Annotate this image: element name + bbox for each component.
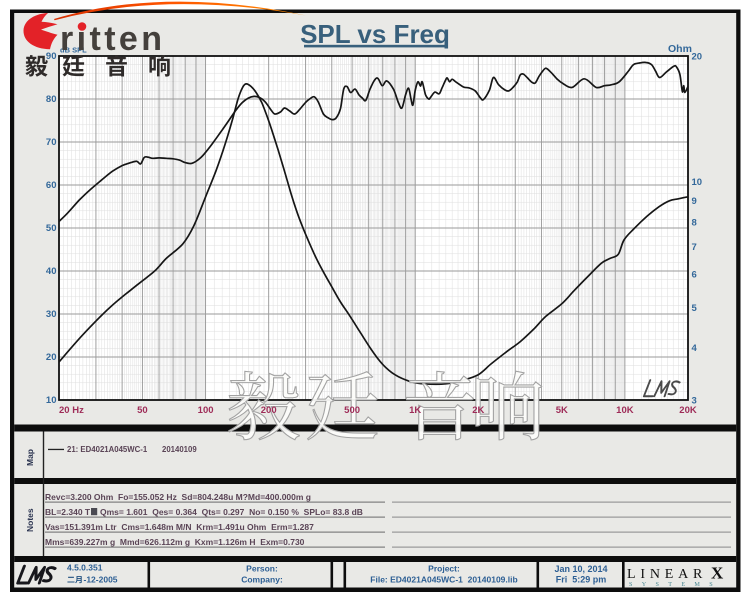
- svg-text:7: 7: [692, 242, 697, 253]
- svg-text:dB SPL: dB SPL: [60, 46, 87, 55]
- svg-text:20 Hz: 20 Hz: [59, 405, 84, 416]
- svg-text:Mms=639.227m g Mmd=626.112m g: Mms=639.227m g Mmd=626.112m g Kxm=1.126m…: [45, 537, 305, 547]
- svg-text:10: 10: [692, 177, 703, 188]
- svg-text:rıtten: rıtten: [60, 20, 165, 58]
- svg-text:1K: 1K: [409, 405, 421, 416]
- svg-text:30: 30: [46, 309, 57, 320]
- svg-text:5: 5: [692, 303, 698, 314]
- svg-text:6: 6: [692, 270, 697, 281]
- svg-text:Qms= 1.601 Qes= 0.364 Qts= 0: Qms= 1.601 Qes= 0.364 Qts= 0.297 No= 0.1…: [100, 507, 363, 517]
- svg-text:21: ED4021A045WC-1: 21: ED4021A045WC-1: [67, 445, 148, 454]
- svg-text:60: 60: [46, 180, 57, 191]
- svg-text:Company:: Company:: [241, 575, 283, 585]
- svg-text:Person:: Person:: [246, 564, 278, 574]
- svg-text:3: 3: [692, 395, 697, 406]
- svg-text:10K: 10K: [616, 405, 634, 416]
- svg-text:SYSTEMS: SYSTEMS: [629, 581, 722, 588]
- svg-text:Project:: Project:: [428, 564, 460, 574]
- svg-text:40: 40: [46, 266, 57, 277]
- svg-text:10: 10: [46, 395, 57, 406]
- svg-text:LINEAR: LINEAR: [627, 567, 707, 582]
- svg-text:Jan 10, 2014: Jan 10, 2014: [554, 564, 607, 574]
- svg-text:4.5.0.351: 4.5.0.351: [67, 563, 103, 573]
- svg-text:Revc=3.200 Ohm Fo=155.052 Hz: Revc=3.200 Ohm Fo=155.052 Hz Sd=804.248u…: [45, 492, 311, 502]
- svg-text:20: 20: [692, 51, 703, 62]
- svg-text:Map: Map: [25, 449, 35, 466]
- svg-text:2K: 2K: [472, 405, 484, 416]
- svg-text:100: 100: [198, 405, 214, 416]
- svg-text:50: 50: [137, 405, 148, 416]
- svg-text:Fri 5:29 pm: Fri 5:29 pm: [556, 575, 607, 585]
- svg-text:-12-2005: -12-2005: [84, 575, 118, 585]
- svg-text:Ohm: Ohm: [668, 43, 692, 55]
- svg-text:70: 70: [46, 137, 57, 148]
- svg-text:SPL vs Freq: SPL vs Freq: [300, 19, 450, 49]
- svg-text:90: 90: [46, 51, 57, 62]
- svg-text:X: X: [711, 564, 724, 583]
- svg-text:20140109: 20140109: [162, 445, 197, 454]
- svg-text:500: 500: [344, 405, 360, 416]
- svg-text:5K: 5K: [556, 405, 568, 416]
- svg-text:File: ED4021A045WC-1 20140109: File: ED4021A045WC-1 20140109.lib: [370, 575, 517, 585]
- svg-text:50: 50: [46, 223, 57, 234]
- svg-text:Vas=151.391m Ltr Cms=1.648m M: Vas=151.391m Ltr Cms=1.648m M/N Krm=1.49…: [45, 522, 314, 532]
- svg-text:20: 20: [46, 352, 57, 363]
- svg-text:200: 200: [261, 405, 277, 416]
- svg-text:80: 80: [46, 94, 57, 105]
- svg-text:20K: 20K: [679, 405, 697, 416]
- svg-text:9: 9: [692, 196, 697, 207]
- svg-text:BL=2.340 T: BL=2.340 T: [45, 507, 91, 517]
- svg-text:Notes: Notes: [25, 508, 35, 532]
- svg-text:4: 4: [692, 343, 698, 354]
- svg-text:8: 8: [692, 218, 697, 229]
